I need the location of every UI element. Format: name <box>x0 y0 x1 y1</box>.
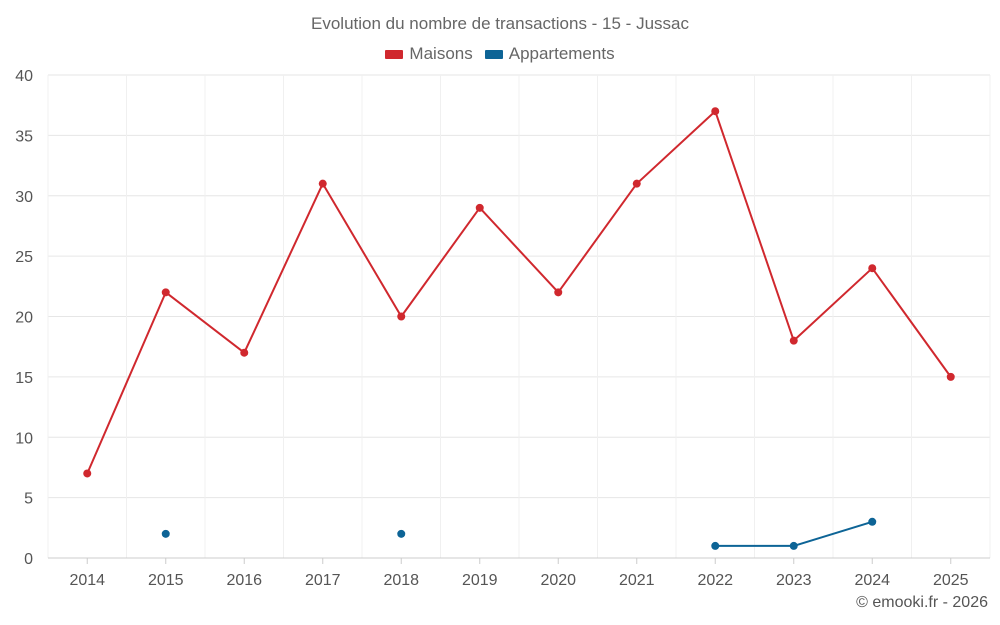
chart-legend: Maisons Appartements <box>0 44 1000 64</box>
y-tick-label-20: 20 <box>15 310 33 327</box>
series-layer <box>83 107 955 550</box>
y-tick-label-0: 0 <box>24 551 33 568</box>
x-tick-label-2024: 2024 <box>854 572 890 589</box>
x-tick-label-2014: 2014 <box>69 572 105 589</box>
legend-swatch-maisons <box>385 49 404 59</box>
y-tick-label-30: 30 <box>15 189 33 206</box>
x-tick-label-2015: 2015 <box>148 572 184 589</box>
series-line-maisons <box>86 110 952 474</box>
point-appartements-2024[interactable] <box>868 517 877 526</box>
point-appartements-2023[interactable] <box>789 541 798 550</box>
x-tick-label-2022: 2022 <box>697 572 733 589</box>
x-tick-label-2025: 2025 <box>933 572 969 589</box>
point-maisons-2017[interactable] <box>318 179 327 188</box>
point-maisons-2023[interactable] <box>789 336 798 345</box>
y-tick-label-35: 35 <box>15 128 33 145</box>
y-tick-label-25: 25 <box>15 249 33 266</box>
point-maisons-2020[interactable] <box>554 288 563 297</box>
legend-item-appartements[interactable]: Appartements <box>484 44 615 64</box>
point-appartements-2015[interactable] <box>161 529 170 538</box>
point-maisons-2021[interactable] <box>632 179 641 188</box>
y-tick-label-10: 10 <box>15 430 33 447</box>
x-tick-label-2021: 2021 <box>619 572 655 589</box>
point-maisons-2019[interactable] <box>475 203 484 212</box>
chart-title: Evolution du nombre de transactions - 15… <box>311 14 689 33</box>
x-tick-label-2017: 2017 <box>305 572 341 589</box>
x-tick-label-2019: 2019 <box>462 572 498 589</box>
legend-label-maisons: Maisons <box>409 44 473 63</box>
point-appartements-2022[interactable] <box>711 541 720 550</box>
point-maisons-2015[interactable] <box>161 288 170 297</box>
point-maisons-2022[interactable] <box>711 107 720 116</box>
x-tick-label-2023: 2023 <box>776 572 812 589</box>
point-maisons-2025[interactable] <box>946 372 955 381</box>
x-tick-label-2016: 2016 <box>226 572 262 589</box>
y-tick-label-15: 15 <box>15 370 33 387</box>
legend-swatch-appartements <box>484 49 503 59</box>
point-maisons-2016[interactable] <box>240 348 249 357</box>
legend-label-appartements: Appartements <box>508 44 615 63</box>
point-maisons-2018[interactable] <box>397 312 406 321</box>
grid-layer <box>47 74 991 559</box>
y-tick-label-5: 5 <box>24 491 33 508</box>
x-tick-label-2020: 2020 <box>540 572 576 589</box>
point-appartements-2018[interactable] <box>397 529 406 538</box>
legend-item-maisons[interactable]: Maisons <box>385 44 473 64</box>
point-maisons-2014[interactable] <box>83 469 92 478</box>
point-maisons-2024[interactable] <box>868 264 877 273</box>
x-tick-label-2018: 2018 <box>383 572 419 589</box>
footer-credit: © emooki.fr - 2026 <box>856 594 988 611</box>
y-tick-label-40: 40 <box>15 68 33 85</box>
